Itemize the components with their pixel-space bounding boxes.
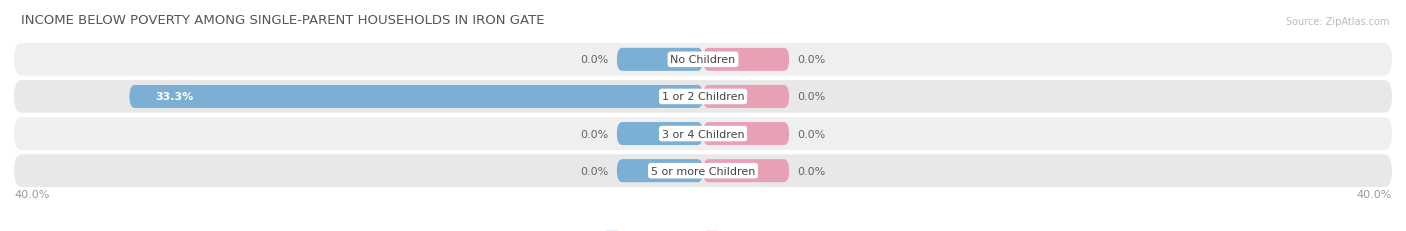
FancyBboxPatch shape — [14, 81, 1392, 113]
Text: 33.3%: 33.3% — [155, 92, 194, 102]
Text: 0.0%: 0.0% — [797, 166, 825, 176]
Text: 0.0%: 0.0% — [797, 55, 825, 65]
FancyBboxPatch shape — [617, 49, 703, 72]
FancyBboxPatch shape — [703, 122, 789, 146]
FancyBboxPatch shape — [703, 85, 789, 109]
Legend: Single Father, Single Mother: Single Father, Single Mother — [600, 227, 806, 231]
Text: INCOME BELOW POVERTY AMONG SINGLE-PARENT HOUSEHOLDS IN IRON GATE: INCOME BELOW POVERTY AMONG SINGLE-PARENT… — [21, 14, 544, 27]
FancyBboxPatch shape — [617, 122, 703, 146]
Text: 0.0%: 0.0% — [581, 55, 609, 65]
Text: 0.0%: 0.0% — [797, 92, 825, 102]
Text: Source: ZipAtlas.com: Source: ZipAtlas.com — [1286, 17, 1389, 27]
Text: 1 or 2 Children: 1 or 2 Children — [662, 92, 744, 102]
FancyBboxPatch shape — [703, 159, 789, 182]
Text: 40.0%: 40.0% — [1357, 189, 1392, 199]
Text: 3 or 4 Children: 3 or 4 Children — [662, 129, 744, 139]
Text: 0.0%: 0.0% — [581, 166, 609, 176]
Text: 5 or more Children: 5 or more Children — [651, 166, 755, 176]
FancyBboxPatch shape — [129, 85, 703, 109]
FancyBboxPatch shape — [14, 44, 1392, 76]
Text: 40.0%: 40.0% — [14, 189, 49, 199]
Text: No Children: No Children — [671, 55, 735, 65]
Text: 0.0%: 0.0% — [581, 129, 609, 139]
FancyBboxPatch shape — [617, 159, 703, 182]
FancyBboxPatch shape — [14, 118, 1392, 150]
FancyBboxPatch shape — [14, 155, 1392, 187]
Text: 0.0%: 0.0% — [797, 129, 825, 139]
FancyBboxPatch shape — [703, 49, 789, 72]
